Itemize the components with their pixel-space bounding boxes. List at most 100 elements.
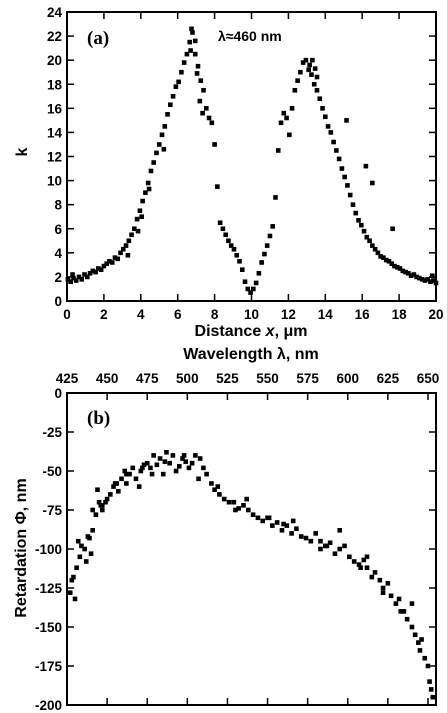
b-data-point	[372, 570, 378, 575]
a-data-point	[137, 208, 143, 213]
a-data-point	[223, 232, 228, 238]
b-data-point	[250, 512, 256, 517]
a-data-point	[430, 273, 435, 279]
b-data-point	[130, 465, 136, 471]
a-data-point	[145, 180, 151, 186]
a-data-point	[372, 246, 378, 252]
b-data-point	[318, 538, 323, 544]
b-ytick-label: -100	[35, 542, 62, 557]
a-data-point	[226, 238, 231, 244]
b-data-point	[215, 484, 221, 489]
a-data-point	[115, 256, 121, 262]
a-data-point	[87, 271, 93, 276]
a-data-point	[129, 232, 134, 238]
b-data-point	[231, 499, 237, 505]
a-ytick-label: 2	[54, 270, 62, 285]
a-data-point	[112, 255, 118, 260]
b-xtick-label: 625	[377, 371, 400, 386]
panel-a-annotation: λ≈460 nm	[218, 28, 282, 44]
b-data-point	[393, 601, 399, 606]
a-data-point	[90, 268, 96, 274]
b-data-point	[127, 471, 132, 477]
a-data-point	[104, 261, 109, 266]
a-data-point	[358, 222, 364, 228]
b-data-point	[186, 465, 192, 471]
a-data-point	[206, 115, 212, 121]
a-xtick-label: 20	[428, 307, 443, 322]
a-data-point	[342, 174, 347, 180]
a-data-point	[262, 251, 267, 257]
a-data-point	[264, 243, 270, 248]
a-data-point	[386, 258, 392, 264]
b-xtick-label: 650	[417, 371, 440, 386]
a-ytick-label: 4	[54, 246, 62, 261]
a-data-point	[146, 186, 152, 192]
a-data-point	[217, 220, 223, 226]
a-data-point	[403, 269, 408, 275]
a-xtick-label: 2	[100, 307, 108, 322]
a-data-point	[237, 258, 242, 264]
a-data-point	[356, 218, 361, 223]
b-ytick-label: 0	[54, 386, 62, 401]
a-data-point	[275, 148, 281, 153]
b-data-point	[148, 465, 153, 471]
a-data-point	[168, 102, 173, 108]
a-data-point	[433, 280, 439, 286]
b-xtick-label: 550	[256, 371, 279, 386]
a-data-point	[383, 257, 389, 263]
a-ytick-label: 8	[54, 198, 62, 213]
a-data-point	[70, 272, 75, 277]
a-data-point	[159, 132, 165, 138]
a-data-point	[93, 269, 98, 275]
a-data-point	[251, 286, 256, 292]
b-data-point	[71, 574, 76, 580]
b-data-point	[337, 527, 343, 533]
a-data-point	[292, 87, 298, 93]
a-data-point	[192, 38, 198, 44]
a-data-point	[259, 260, 264, 265]
b-ytick-label: -200	[35, 698, 62, 713]
a-data-point	[242, 279, 248, 285]
panel-a-xlabel-var: x	[265, 323, 276, 340]
a-data-point	[154, 150, 159, 156]
b-ytick-label: -25	[42, 425, 62, 440]
b-data-point	[108, 492, 113, 497]
b-xtick-label: 575	[296, 371, 319, 386]
panel-b-ylabel: Retardation Φ, nm	[13, 478, 30, 617]
a-data-point	[295, 78, 300, 83]
a-ytick-label: 10	[47, 174, 62, 189]
a-data-point	[273, 195, 278, 200]
a-data-point	[143, 190, 148, 195]
a-data-point	[82, 272, 87, 277]
a-data-point	[79, 277, 85, 282]
b-data-point	[396, 596, 402, 602]
a-data-point	[184, 51, 190, 57]
a-data-point	[188, 48, 193, 53]
a-data-point	[370, 243, 375, 248]
b-data-point	[342, 543, 347, 549]
a-data-point	[370, 180, 375, 186]
a-data-point	[364, 234, 370, 240]
a-data-point	[200, 110, 205, 116]
panel-a-xlabel: Distance x, μm	[195, 323, 308, 340]
b-data-point	[398, 609, 404, 614]
b-data-point	[196, 476, 201, 482]
b-data-point	[294, 526, 299, 532]
a-data-point	[328, 130, 334, 135]
b-data-point	[380, 590, 386, 595]
b-data-point	[67, 590, 73, 595]
a-data-point	[126, 238, 132, 244]
b-data-point	[124, 471, 129, 477]
a-data-point	[176, 79, 181, 85]
b-xtick-label: 600	[336, 371, 359, 386]
a-data-point	[400, 268, 406, 274]
b-data-point	[324, 543, 330, 549]
b-data-point	[116, 488, 121, 494]
panel-b-chart: 425 450 475 500 525 550 575 600 625 650 0 -25 -50 -75…	[13, 346, 439, 713]
a-xtick-label: 4	[137, 307, 145, 322]
a-data-point	[289, 106, 295, 111]
a-data-point	[307, 62, 312, 68]
b-data-point	[369, 574, 375, 580]
a-data-point	[344, 118, 349, 123]
b-data-point	[236, 506, 241, 511]
